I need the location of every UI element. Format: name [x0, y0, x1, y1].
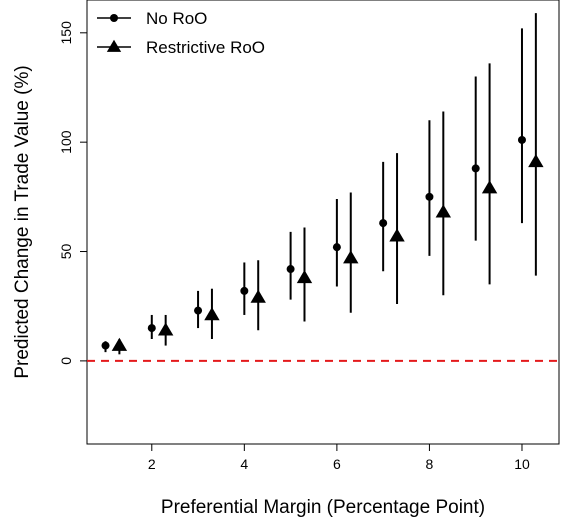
legend-label: Restrictive RoO	[146, 38, 265, 57]
point-restrictive-roo	[343, 250, 359, 264]
point-restrictive-roo	[157, 322, 174, 336]
x-axis-title: Preferential Margin (Percentage Point)	[161, 497, 485, 518]
point-restrictive-roo	[435, 204, 452, 218]
point-no-roo	[379, 219, 388, 228]
point-no-roo	[471, 164, 480, 173]
plot-frame	[86, 0, 560, 445]
x-tick-label: 10	[514, 456, 530, 472]
point-no-roo	[332, 243, 341, 252]
point-restrictive-roo	[528, 154, 544, 168]
y-tick-label: 50	[58, 244, 74, 260]
marks-layer	[101, 13, 544, 355]
axes-layer: 0 50 100 150 2 4 6 8 10	[58, 21, 530, 472]
legend-label: No RoO	[146, 9, 207, 28]
y-axis-title: Predicted Change in Trade Value (%)	[12, 65, 33, 378]
y-tick-label: 100	[58, 130, 74, 154]
point-no-roo	[240, 286, 249, 295]
x-tick-label: 2	[148, 456, 156, 472]
point-restrictive-roo	[204, 307, 220, 321]
x-tick-label: 4	[240, 456, 248, 472]
point-no-roo	[517, 135, 526, 144]
legend: No RoO Restrictive RoO	[97, 9, 265, 57]
point-no-roo	[286, 265, 295, 274]
point-restrictive-roo	[389, 228, 405, 242]
point-no-roo	[194, 306, 203, 315]
legend-marker-circle	[110, 14, 118, 22]
y-tick-label: 150	[58, 21, 74, 45]
legend-marker-triangle	[106, 39, 122, 52]
point-restrictive-roo	[250, 289, 266, 303]
point-no-roo	[101, 341, 110, 350]
y-tick-label: 0	[58, 357, 74, 365]
point-restrictive-roo	[296, 269, 313, 284]
x-tick-label: 8	[426, 456, 434, 472]
point-no-roo	[147, 324, 156, 333]
point-no-roo	[425, 192, 434, 201]
point-restrictive-roo	[481, 180, 498, 194]
x-tick-label: 6	[333, 456, 341, 472]
point-restrictive-roo	[111, 337, 128, 351]
